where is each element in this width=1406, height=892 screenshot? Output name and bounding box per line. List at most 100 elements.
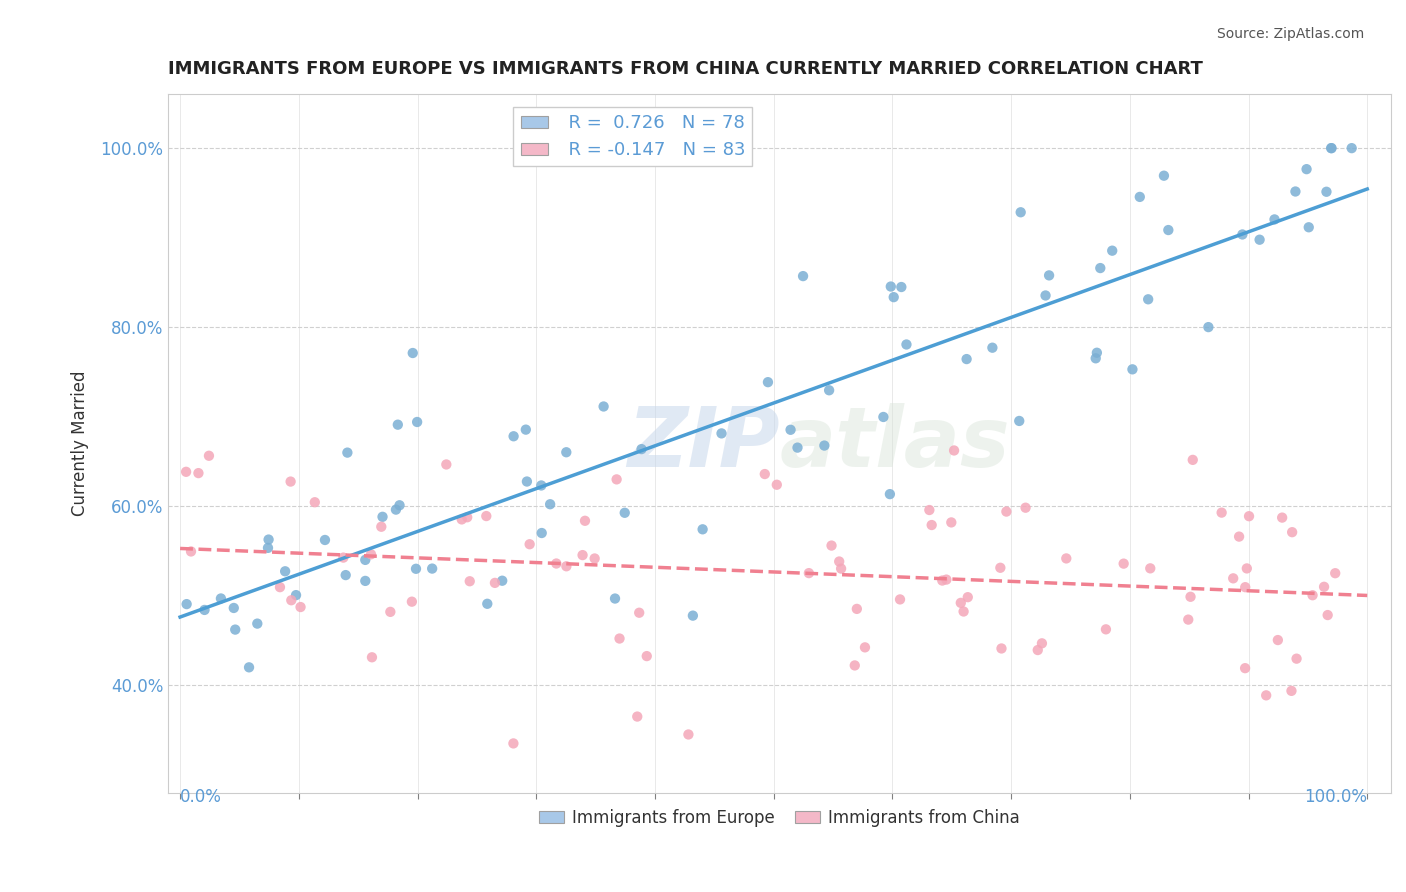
Point xyxy=(1101,244,1123,258)
Point xyxy=(931,574,953,588)
Point xyxy=(845,602,868,616)
Point xyxy=(555,559,578,574)
Point xyxy=(1177,613,1199,627)
Point xyxy=(1085,345,1108,359)
Point xyxy=(765,477,787,491)
Point xyxy=(756,375,779,389)
Text: IMMIGRANTS FROM EUROPE VS IMMIGRANTS FROM CHINA CURRENTLY MARRIED CORRELATION CH: IMMIGRANTS FROM EUROPE VS IMMIGRANTS FRO… xyxy=(169,60,1204,78)
Point xyxy=(280,475,302,489)
Point xyxy=(1181,453,1204,467)
Point xyxy=(1211,506,1233,520)
Text: 100.0%: 100.0% xyxy=(1305,789,1367,806)
Point xyxy=(174,465,197,479)
Point xyxy=(280,593,302,607)
Point xyxy=(1256,689,1278,703)
Point xyxy=(628,606,651,620)
Point xyxy=(1008,414,1031,428)
Point xyxy=(592,400,614,414)
Point xyxy=(609,632,631,646)
Point xyxy=(385,502,408,516)
Point xyxy=(456,510,478,524)
Point xyxy=(1324,566,1347,581)
Point xyxy=(1129,190,1152,204)
Point xyxy=(1054,551,1077,566)
Point xyxy=(1137,293,1160,307)
Point xyxy=(519,537,541,551)
Point xyxy=(678,727,700,741)
Point xyxy=(779,423,801,437)
Point xyxy=(257,533,280,547)
Point xyxy=(274,564,297,578)
Point xyxy=(1234,580,1257,594)
Point xyxy=(692,522,714,536)
Point xyxy=(955,352,977,367)
Point xyxy=(336,445,359,459)
Point xyxy=(896,337,918,351)
Point xyxy=(1197,320,1219,334)
Point xyxy=(370,520,392,534)
Point xyxy=(1084,351,1107,366)
Point xyxy=(1302,588,1324,602)
Point xyxy=(918,503,941,517)
Point xyxy=(285,588,308,602)
Point xyxy=(491,574,513,588)
Point xyxy=(786,441,808,455)
Point xyxy=(180,544,202,558)
Point xyxy=(176,597,198,611)
Point xyxy=(402,346,425,360)
Point xyxy=(530,478,553,492)
Point xyxy=(571,548,593,562)
Point xyxy=(1298,220,1320,235)
Point xyxy=(606,472,628,486)
Point xyxy=(546,557,568,571)
Point xyxy=(502,429,524,443)
Point xyxy=(538,497,561,511)
Point xyxy=(406,415,429,429)
Point xyxy=(1031,636,1053,650)
Point xyxy=(290,600,312,615)
Point xyxy=(1153,169,1175,183)
Point xyxy=(269,580,291,594)
Point xyxy=(187,466,209,480)
Point xyxy=(1237,509,1260,524)
Point xyxy=(1340,141,1362,155)
Point xyxy=(754,467,776,481)
Point xyxy=(198,449,221,463)
Point xyxy=(995,505,1018,519)
Point xyxy=(1090,261,1112,276)
Point xyxy=(1139,561,1161,575)
Point xyxy=(1157,223,1180,237)
Point xyxy=(956,590,979,604)
Point xyxy=(1112,557,1135,571)
Point xyxy=(1232,227,1254,242)
Point xyxy=(603,591,626,606)
Point xyxy=(1281,525,1303,540)
Point xyxy=(1281,684,1303,698)
Point xyxy=(1010,205,1032,219)
Point xyxy=(314,533,336,547)
Point xyxy=(792,269,814,284)
Point xyxy=(222,601,245,615)
Point xyxy=(949,596,972,610)
Point xyxy=(530,526,553,541)
Point xyxy=(1026,643,1049,657)
Point xyxy=(813,439,835,453)
Point xyxy=(943,443,966,458)
Point xyxy=(583,551,606,566)
Point xyxy=(820,539,842,553)
Point xyxy=(238,660,260,674)
Point xyxy=(935,573,957,587)
Point xyxy=(555,445,578,459)
Point xyxy=(630,442,652,456)
Point xyxy=(890,280,912,294)
Text: atlas: atlas xyxy=(779,403,1011,484)
Point xyxy=(246,616,269,631)
Point xyxy=(828,554,851,568)
Point xyxy=(1249,233,1271,247)
Point xyxy=(1121,362,1143,376)
Point xyxy=(844,658,866,673)
Point xyxy=(502,736,524,750)
Point xyxy=(388,498,411,512)
Point xyxy=(1316,608,1339,623)
Text: Source: ZipAtlas.com: Source: ZipAtlas.com xyxy=(1216,27,1364,41)
